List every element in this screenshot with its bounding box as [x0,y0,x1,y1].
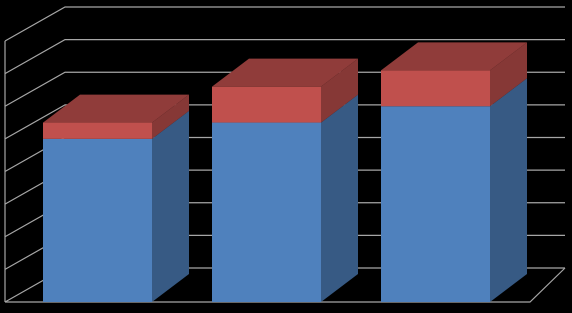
bar [43,138,152,302]
grid-line [4,6,565,42]
bar-side [152,94,189,139]
bar-top [381,42,527,71]
bar-side [321,94,358,302]
bar-top [43,94,189,123]
grid-line [4,39,565,75]
bar [212,86,321,123]
bar-side [490,42,527,107]
bar-side [490,78,527,302]
floor-edge [5,267,566,303]
bar [43,122,152,139]
bar-top [212,58,358,87]
bar [381,70,490,107]
bar-side [152,110,189,302]
bar [381,106,490,302]
bar-side [321,58,358,123]
bar [212,122,321,302]
